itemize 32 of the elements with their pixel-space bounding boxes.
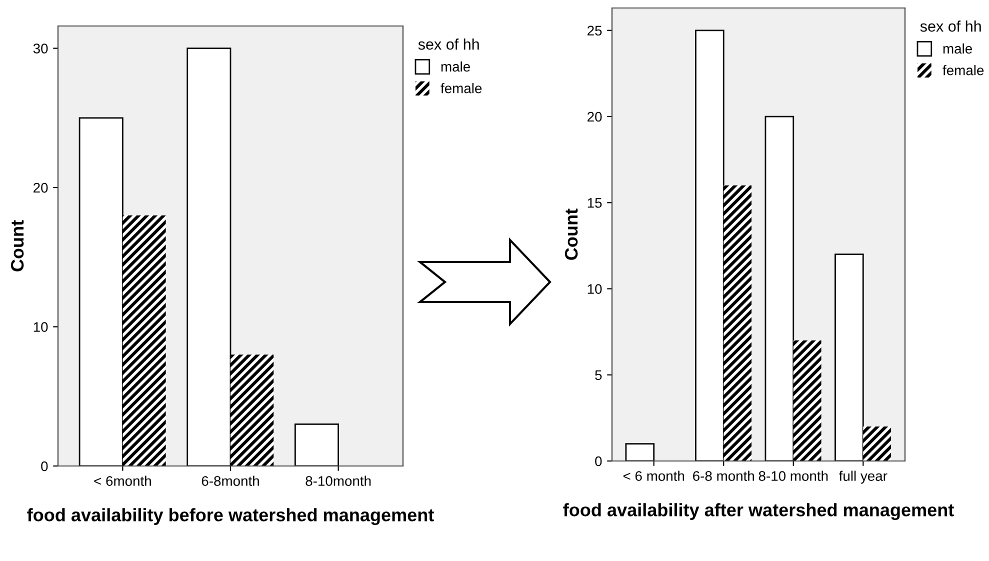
x-tick-label: 8-10month bbox=[306, 476, 371, 486]
bar bbox=[122, 215, 166, 466]
bar bbox=[863, 426, 892, 461]
y-tick-label: 5 bbox=[595, 370, 602, 380]
bar bbox=[724, 185, 752, 461]
legend-label: female bbox=[942, 65, 984, 76]
y-tick-label: 30 bbox=[33, 44, 48, 54]
y-tick-label: 10 bbox=[34, 322, 48, 332]
y-tick-label: 15 bbox=[588, 198, 602, 208]
bar bbox=[230, 354, 274, 466]
y-axis-title: Count bbox=[10, 220, 24, 272]
y-tick-label: 0 bbox=[41, 461, 48, 472]
x-tick-label: 8-10 month bbox=[758, 470, 828, 481]
bar bbox=[793, 340, 822, 461]
y-axis-title: Count bbox=[564, 208, 578, 260]
y-tick-label: 20 bbox=[588, 112, 602, 122]
legend-title: sex of hh bbox=[418, 38, 479, 50]
y-tick-label: 0 bbox=[595, 456, 602, 466]
x-tick-label: 6-8 month bbox=[693, 470, 754, 481]
x-axis-title: food availability before watershed management bbox=[27, 508, 434, 526]
legend-label: male bbox=[943, 43, 972, 54]
x-tick-label: full year bbox=[839, 470, 888, 484]
x-tick-label: < 6month bbox=[94, 476, 151, 486]
y-tick-label: 25 bbox=[588, 26, 602, 36]
y-tick-label: 20 bbox=[34, 182, 48, 193]
x-tick-label: < 6 month bbox=[623, 470, 684, 481]
x-axis-title: food availability after watershed management bbox=[563, 503, 954, 520]
legend-title: sex of hh bbox=[920, 20, 981, 32]
legend-label: male bbox=[441, 61, 470, 72]
x-tick-label: 6-8month bbox=[202, 476, 259, 486]
legend-label: female bbox=[440, 83, 482, 94]
y-tick-label: 10 bbox=[588, 284, 602, 294]
